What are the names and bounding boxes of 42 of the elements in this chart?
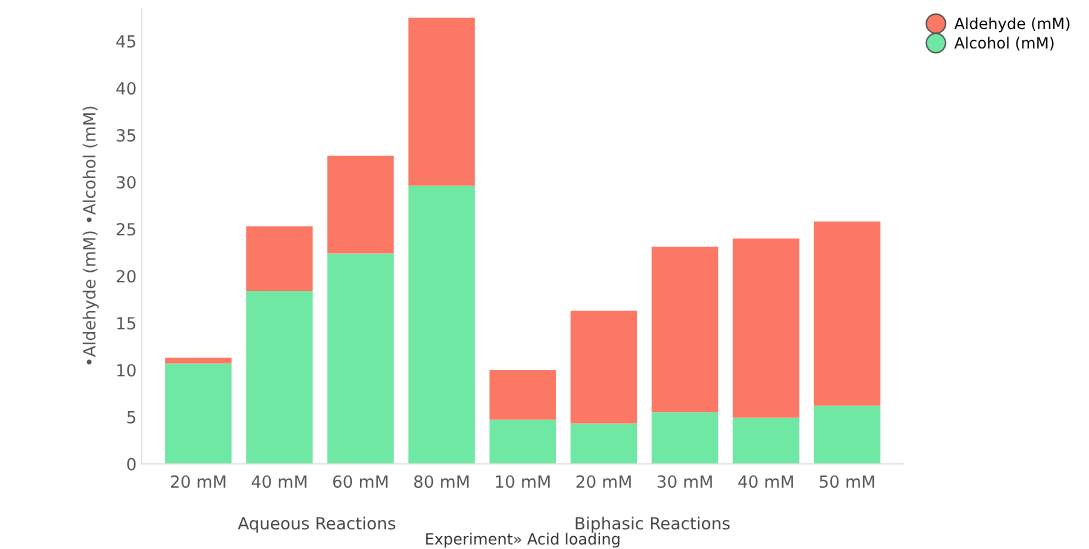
- text: Aqueous Reactions: [237, 516, 396, 533]
- y-tick-label: 45: [116, 35, 136, 48]
- legend-label: Aldehyde (mM): [954, 17, 1070, 33]
- x-tick-label: 40 mM: [251, 475, 307, 488]
- bar: [246, 291, 313, 464]
- bar: [651, 412, 719, 464]
- bar: [489, 369, 556, 420]
- x-tick-label: 10 mM: [495, 475, 550, 488]
- bar: [570, 310, 638, 424]
- y-tick-label: 30: [116, 176, 136, 189]
- y-tick-label: 40: [116, 82, 136, 95]
- y-axis-title: •Aldehyde (mM) •Alcohol (mM): [82, 106, 99, 365]
- x-tick-label: 30 mM: [657, 475, 712, 488]
- bar: [813, 405, 881, 464]
- legend-label: Alcohol (mM): [954, 36, 1054, 51]
- y-tick-label: 10: [117, 363, 136, 377]
- x-tick-label: 20 mM: [576, 475, 631, 488]
- text: Biphasic Reactions: [575, 516, 730, 533]
- bar: [327, 253, 394, 464]
- y-tick-label: 35: [116, 129, 136, 142]
- y-tick-label: 5: [127, 411, 136, 424]
- bar: [408, 17, 475, 186]
- x-axis-title: Experiment» Acid loading: [426, 532, 620, 548]
- bar: [408, 185, 475, 464]
- x-tick-label: 20 mM: [171, 475, 226, 488]
- bar: [165, 363, 232, 464]
- bar: [732, 417, 800, 464]
- bar: [246, 226, 313, 292]
- x-tick-label: 50 mM: [819, 475, 875, 488]
- bar: [651, 246, 719, 413]
- bar: [813, 221, 881, 406]
- bar: [732, 238, 800, 418]
- bar: [327, 155, 394, 254]
- y-tick-label: 0: [127, 457, 136, 471]
- y-tick-label: 20: [116, 269, 136, 283]
- bar: [489, 419, 556, 464]
- x-tick-label: 40 mM: [738, 475, 793, 488]
- bar: [570, 423, 638, 464]
- y-tick-label: 15: [117, 317, 136, 330]
- y-tick-label: 25: [116, 222, 136, 236]
- x-tick-label: 60 mM: [333, 475, 388, 488]
- x-tick-label: 80 mM: [414, 475, 469, 488]
